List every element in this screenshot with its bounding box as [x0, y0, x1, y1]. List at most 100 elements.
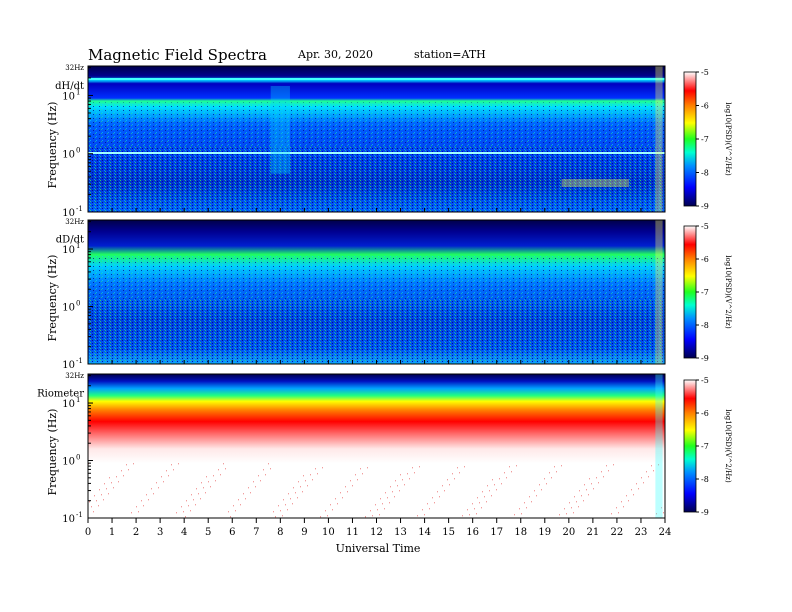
riometer-speck — [499, 478, 500, 480]
colorbar-tick-label: -5 — [701, 376, 709, 385]
colorbar-tick-label: -7 — [701, 135, 709, 144]
riometer-speck — [193, 499, 194, 501]
colorbar: -5 -6 -7 -8 -9 log10(PSD)(V^2/Hz) — [683, 376, 732, 517]
riometer-speck — [407, 473, 408, 475]
x-tick-label: 15 — [442, 527, 455, 538]
riometer-speck — [476, 513, 477, 515]
riometer-speck — [325, 510, 326, 512]
riometer-speck — [618, 512, 619, 514]
riometer-speck — [342, 497, 343, 499]
riometer-speck — [265, 474, 266, 476]
riometer-speck — [521, 513, 522, 515]
date-label: Apr. 30, 2020 — [297, 48, 373, 61]
riometer-speck — [546, 483, 547, 485]
y-tick-exponent: 1 — [76, 242, 80, 250]
riometer-speck — [397, 485, 398, 487]
riometer-speck — [360, 468, 361, 470]
riometer-speck — [496, 489, 497, 491]
riometer-speck — [156, 482, 157, 484]
riometer-speck — [646, 471, 647, 473]
top-frequency-label: 32Hz — [65, 372, 84, 380]
y-tick-label: 10 — [62, 360, 75, 371]
y-tick-exponent: 1 — [76, 88, 80, 96]
riometer-speck — [457, 467, 458, 469]
riometer-speck — [574, 496, 575, 498]
riometer-speck — [591, 483, 592, 485]
riometer-speck — [283, 499, 284, 501]
riometer-speck — [621, 501, 622, 503]
riometer-speck — [195, 504, 196, 506]
riometer-speck — [146, 494, 147, 496]
riometer-speck — [573, 512, 574, 514]
riometer-speck — [287, 509, 288, 511]
riometer-speck — [128, 469, 129, 471]
riometer-speck — [220, 474, 221, 476]
riometer-speck — [656, 513, 657, 515]
riometer-speck — [143, 505, 144, 507]
x-tick-label: 22 — [611, 527, 624, 538]
riometer-speck — [109, 477, 110, 479]
colorbar-tick-label: -7 — [701, 288, 709, 297]
riometer-speck — [479, 502, 480, 504]
colorbar-tick-label: -6 — [701, 409, 709, 418]
riometer-speck — [176, 512, 177, 514]
riometer-speck — [501, 483, 502, 485]
colorbar-scale — [683, 379, 697, 513]
riometer-speck — [108, 493, 109, 495]
riometer-speck — [178, 463, 179, 465]
riometer-speck — [404, 484, 405, 486]
riometer-speck — [467, 509, 468, 511]
heatmap-noise — [88, 299, 665, 364]
riometer-speck — [305, 480, 306, 482]
riometer-speck — [447, 479, 448, 481]
riometer-speck — [208, 481, 209, 483]
riometer-speck — [638, 488, 639, 490]
riometer-speck — [586, 489, 587, 491]
riometer-speck — [442, 485, 443, 487]
riometer-speck — [658, 464, 659, 466]
riometer-speck — [432, 497, 433, 499]
riometer-speck — [487, 485, 488, 487]
riometer-speck — [285, 504, 286, 506]
riometer-speck — [303, 475, 304, 477]
riometer-speck — [263, 469, 264, 471]
riometer-speck — [449, 484, 450, 486]
y-tick-exponent: 0 — [76, 147, 80, 155]
riometer-speck — [382, 503, 383, 505]
x-tick-label: 24 — [659, 527, 672, 538]
riometer-speck — [186, 500, 187, 502]
panel-label: Riometer — [37, 389, 84, 400]
heatmap-texture — [88, 256, 665, 300]
riometer-speck — [400, 474, 401, 476]
riometer-speck — [225, 468, 226, 470]
riometer-speck — [422, 509, 423, 511]
y-tick-exponent: 0 — [76, 454, 80, 462]
riometer-speck — [183, 511, 184, 513]
riometer-speck — [355, 474, 356, 476]
riometer-speck — [148, 499, 149, 501]
riometer-speck — [526, 507, 527, 509]
riometer-speck — [559, 514, 560, 516]
riometer-speck — [171, 464, 172, 466]
colorbar-tick-label: -8 — [701, 321, 709, 330]
riometer-speck — [138, 511, 139, 513]
riometer-speck — [477, 497, 478, 499]
riometer-speck — [297, 497, 298, 499]
colorbar-tick-label: -5 — [701, 222, 709, 231]
y-tick-label: 10 — [62, 303, 75, 314]
x-tick-label: 23 — [635, 527, 648, 538]
resonance-line — [88, 78, 665, 80]
end-disturbance — [655, 374, 663, 518]
riometer-speck — [228, 511, 229, 513]
riometer-speck — [579, 490, 580, 492]
riometer-speck — [218, 469, 219, 471]
colorbar-tick-label: -7 — [701, 442, 709, 451]
y-tick-label: 10 — [62, 91, 75, 102]
riometer-speck — [196, 488, 197, 490]
riometer-speck — [492, 479, 493, 481]
riometer-speck — [362, 473, 363, 475]
transient-burst — [561, 179, 629, 187]
riometer-speck — [531, 501, 532, 503]
resonance-line — [88, 152, 665, 154]
x-tick-label: 14 — [418, 527, 431, 538]
